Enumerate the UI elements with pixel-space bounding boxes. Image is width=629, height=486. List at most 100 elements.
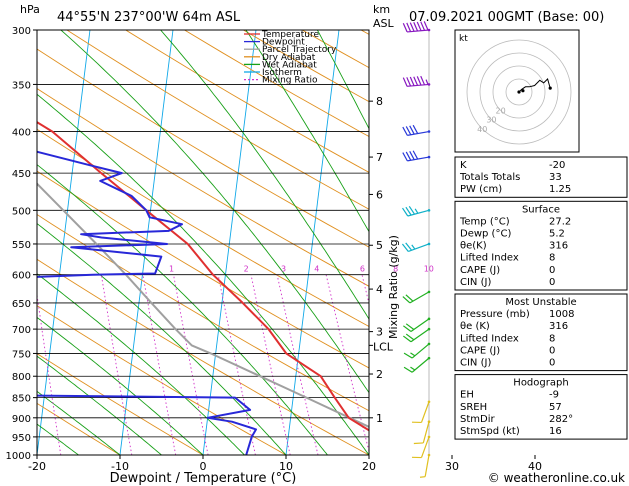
pressure-label: 1000 bbox=[6, 451, 31, 462]
wind-barb bbox=[424, 454, 430, 477]
wind-barb-feather bbox=[408, 205, 416, 215]
wind-barb bbox=[407, 29, 430, 33]
wind-barb-base bbox=[427, 435, 431, 439]
dry-adiabat-line bbox=[37, 48, 369, 248]
wind-barb-feather bbox=[403, 335, 412, 343]
wind-barb-feather bbox=[409, 125, 415, 135]
pressure-label: 500 bbox=[12, 206, 31, 217]
height-tick-label: 1 bbox=[376, 412, 383, 425]
hodograph-ring bbox=[505, 78, 533, 106]
wind-barb-feather bbox=[409, 22, 415, 32]
indices-label: Totals Totals bbox=[459, 172, 520, 183]
indices-value: 316 bbox=[549, 321, 568, 332]
temperature-tick-label: 20 bbox=[362, 460, 376, 473]
wet-adiabat-line bbox=[245, 30, 369, 233]
wet-adiabat-line bbox=[60, 30, 369, 394]
indices-label: StmSpd (kt) bbox=[460, 426, 520, 437]
indices-label: CIN (J) bbox=[460, 358, 491, 369]
wet-adiabat-line bbox=[37, 316, 204, 455]
plot-area bbox=[0, 30, 369, 455]
wind-barb-feather bbox=[402, 77, 408, 87]
x-axis-label: Dewpoint / Temperature (°C) bbox=[110, 471, 297, 486]
hodograph-ring bbox=[492, 65, 546, 119]
wind-barb bbox=[407, 156, 430, 162]
wind-barb-feather bbox=[406, 22, 412, 32]
legend-entry: Isotherm bbox=[262, 68, 302, 78]
height-axis: 8 7 6 5 4 3 2 1 LCL bbox=[369, 95, 394, 425]
wind-barb bbox=[407, 83, 430, 87]
temperature-line bbox=[37, 120, 369, 432]
temperature-tick-label: -20 bbox=[28, 460, 46, 473]
isotherm-lines bbox=[0, 30, 369, 455]
wind-barb-feather bbox=[416, 76, 422, 86]
indices-block bbox=[454, 200, 628, 291]
height-tick-label: 2 bbox=[376, 368, 383, 381]
hodograph-unit: kt bbox=[459, 34, 468, 44]
km-label: km bbox=[373, 3, 390, 16]
wind-barb-feather bbox=[405, 333, 415, 341]
height-tick-label: 6 bbox=[376, 188, 383, 201]
isotherm-line bbox=[37, 30, 91, 455]
wind-barb-half-feather bbox=[410, 352, 416, 357]
wind-barb-base bbox=[427, 356, 431, 360]
temperature-tick-label: 0 bbox=[200, 460, 207, 473]
legend-entry: Dewpoint bbox=[262, 38, 305, 48]
wind-barb-half-feather bbox=[419, 476, 426, 478]
indices-label: Temp (°C) bbox=[459, 216, 510, 227]
wind-barb-feather bbox=[402, 296, 411, 304]
sounding-series bbox=[37, 120, 369, 455]
indices-value: -9 bbox=[549, 390, 559, 401]
indices-label: Lifted Index bbox=[460, 333, 519, 344]
indices-value: 0 bbox=[549, 277, 555, 288]
wind-barb-feather bbox=[405, 323, 415, 330]
pressure-label: 300 bbox=[12, 26, 31, 37]
mixing-ratio-label: 2 bbox=[244, 265, 249, 274]
wind-barb-half-feather bbox=[411, 244, 416, 250]
location-title: 44°55'N 237°00'W 64m ASL bbox=[57, 10, 241, 25]
pressure-label: 950 bbox=[12, 433, 31, 444]
copyright: © weatheronline.co.uk bbox=[488, 471, 625, 485]
wind-barb bbox=[407, 130, 430, 136]
dry-adiabat-line bbox=[37, 305, 287, 455]
wind-barb-feather bbox=[423, 21, 429, 31]
dry-adiabat-line bbox=[37, 87, 369, 287]
parcel-trajectory-line bbox=[37, 182, 369, 429]
indices-value: 5.2 bbox=[549, 229, 565, 240]
indices-value: 8 bbox=[549, 253, 555, 264]
wind-barb bbox=[420, 401, 430, 423]
dry-adiabat-line bbox=[37, 353, 204, 455]
datetime-title: 07.09.2021 00GMT (Base: 00) bbox=[409, 10, 604, 25]
pressure-label: 400 bbox=[12, 128, 31, 139]
mixing-ratio-line bbox=[100, 274, 133, 455]
wind-barb-base bbox=[427, 453, 431, 457]
wind-barb-feather bbox=[403, 366, 413, 373]
wind-barb-feather bbox=[412, 150, 419, 160]
height-tick-label: 7 bbox=[376, 151, 383, 164]
pressure-label: 850 bbox=[12, 394, 31, 405]
pressure-label: 900 bbox=[12, 414, 31, 425]
indices-block-title: Surface bbox=[522, 204, 560, 215]
lcl-label: LCL bbox=[373, 340, 394, 353]
isotherm-line bbox=[0, 30, 7, 455]
wind-barb-feather bbox=[416, 21, 422, 31]
wind-barb bbox=[409, 291, 430, 304]
wind-barb-feather bbox=[405, 294, 414, 302]
wind-barb-feather bbox=[405, 242, 413, 251]
pressure-label: 750 bbox=[12, 349, 31, 360]
indices-value: 57 bbox=[549, 402, 562, 413]
mixing-ratio-label: 3 bbox=[281, 265, 286, 274]
dry-adiabat-line bbox=[37, 402, 121, 455]
mixing-ratio-label: 4 bbox=[314, 265, 319, 274]
temperature-tick-label: -10 bbox=[111, 460, 129, 473]
mixing-ratio-label: 8 bbox=[393, 265, 398, 274]
indices-label: Lifted Index bbox=[460, 253, 519, 264]
indices-value: 0 bbox=[549, 345, 555, 356]
wind-barb bbox=[411, 357, 430, 373]
wind-barb-feather bbox=[403, 325, 412, 332]
pressure-label: 350 bbox=[12, 80, 31, 91]
wind-barb-base bbox=[427, 420, 431, 424]
hodograph-end-marker bbox=[548, 86, 552, 90]
